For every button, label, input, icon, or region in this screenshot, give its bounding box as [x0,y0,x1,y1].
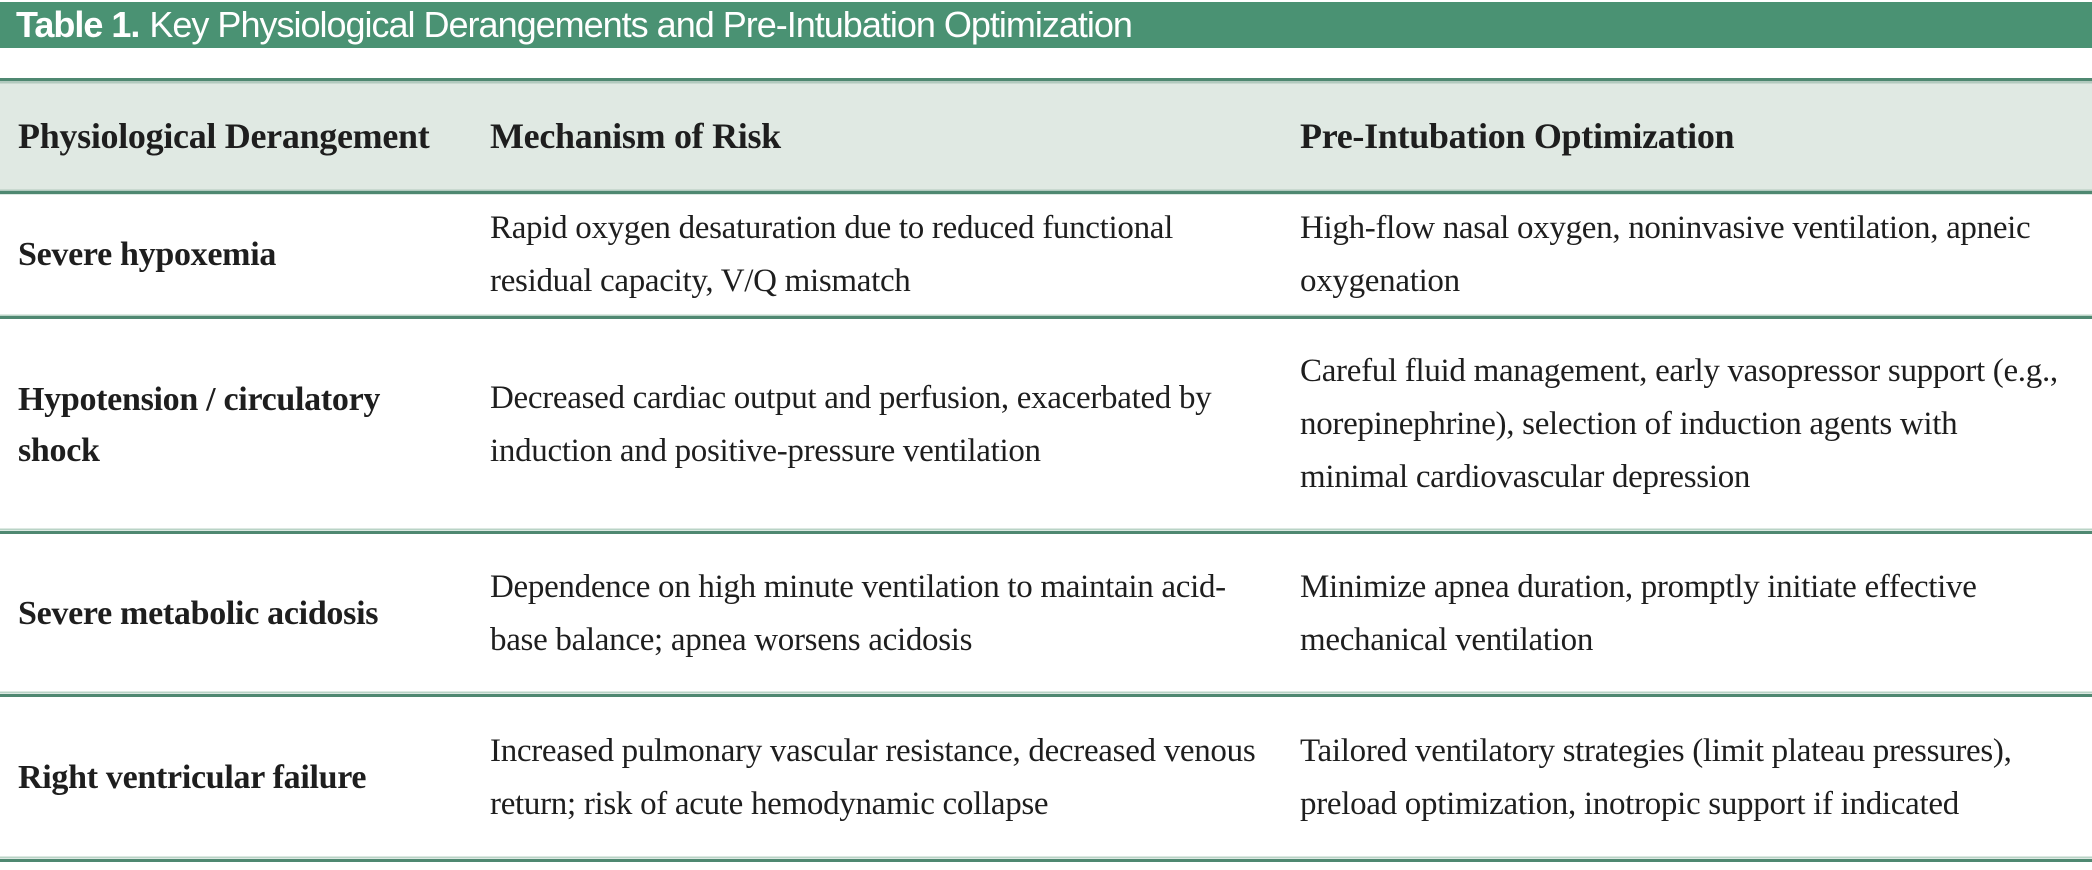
cell-derangement: Severe hypoxemia [0,192,490,318]
header-row: Physiological Derangement Mechanism of R… [0,79,2092,193]
col-header-physiological-derangement: Physiological Derangement [0,80,490,193]
table-row: Severe hypoxemia Rapid oxygen desaturati… [0,192,2092,318]
cell-mechanism: Decreased cardiac output and perfusion, … [490,317,1300,533]
col-header-mechanism-of-risk: Mechanism of Risk [490,80,1300,193]
cell-derangement: Severe metabolic acidosis [0,532,490,696]
cell-mechanism: Dependence on high minute ventilation to… [490,532,1300,696]
derangements-table: Physiological Derangement Mechanism of R… [0,78,2092,862]
table-title-bar: Table 1. Key Physiological Derangements … [0,2,2092,48]
cell-derangement: Hypotension / circulatory shock [0,317,490,533]
cell-optimization: Minimize apnea duration, promptly initia… [1300,532,2092,696]
table-title-text: Key Physiological Derangements and Pre-I… [149,4,1133,45]
cell-optimization: High-flow nasal oxygen, noninvasive vent… [1300,192,2092,318]
cell-optimization: Tailored ventilatory strategies (limit p… [1300,695,2092,861]
cell-mechanism: Rapid oxygen desaturation due to reduced… [490,192,1300,318]
cell-mechanism: Increased pulmonary vascular resistance,… [490,695,1300,861]
cell-derangement: Right ventricular failure [0,695,490,861]
col-header-pre-intubation-optimization: Pre-Intubation Optimization [1300,80,2092,193]
table-row: Right ventricular failure Increased pulm… [0,695,2092,861]
cell-optimization: Careful fluid management, early vasopres… [1300,317,2092,533]
table-header: Physiological Derangement Mechanism of R… [0,79,2092,193]
table-row: Severe metabolic acidosis Dependence on … [0,532,2092,696]
table-body: Severe hypoxemia Rapid oxygen desaturati… [0,192,2092,861]
table-row: Hypotension / circulatory shock Decrease… [0,317,2092,533]
table-number-label: Table 1. [16,4,140,45]
